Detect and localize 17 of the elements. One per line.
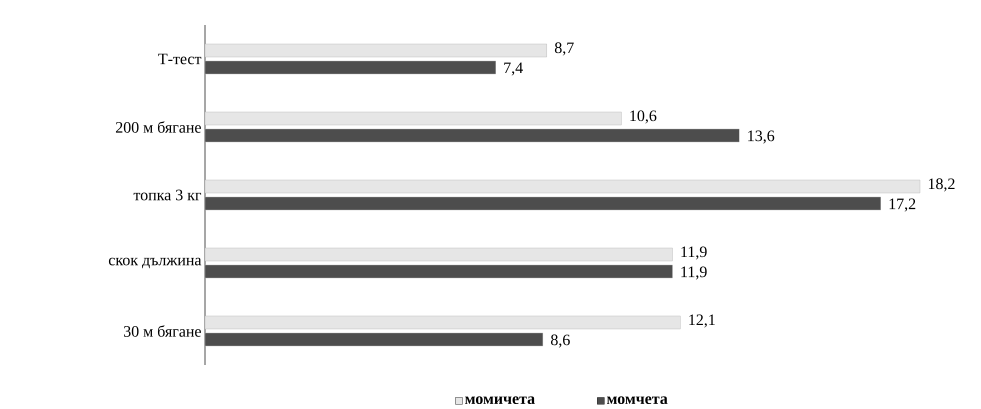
legend-label: момичета [465,396,535,404]
data-label: 12,1 [689,314,715,328]
data-label: 13,6 [748,130,774,144]
data-label: 17,2 [890,198,916,212]
y-tick-label: 200 м бягане [116,121,201,133]
data-label: 10,6 [630,110,656,124]
data-label: 18,2 [928,178,955,192]
data-label: 11,9 [681,246,707,260]
y-tick-label: скок дължина [108,258,202,268]
y-tick-label: 30 м бягане [124,325,201,337]
y-tick-label: топка 3 кг [134,189,202,200]
data-label: 8,7 [554,42,574,56]
data-label: 7,4 [504,62,523,76]
data-label: 11,9 [681,266,707,280]
legend-label: момчета [606,396,668,404]
y-tick-label: Т-тест [158,54,202,64]
data-label: 8,6 [550,334,570,348]
